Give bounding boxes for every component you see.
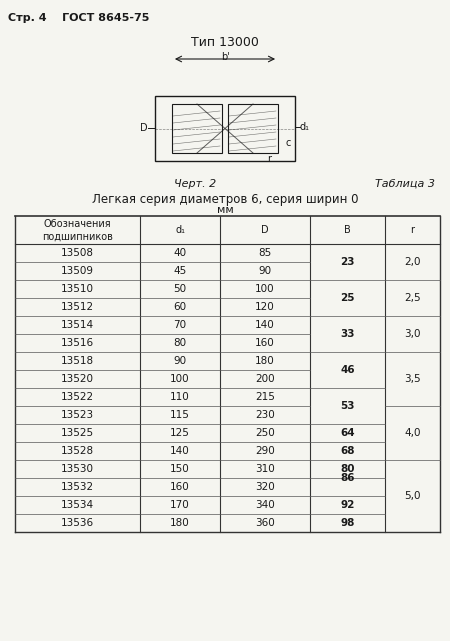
Text: 80: 80: [340, 464, 355, 474]
Bar: [172, 104, 222, 153]
Text: 3,0: 3,0: [404, 329, 421, 339]
Text: 120: 120: [255, 302, 275, 312]
Text: 230: 230: [255, 410, 275, 420]
Text: 33: 33: [340, 329, 355, 339]
Text: 13508: 13508: [61, 248, 94, 258]
Text: 360: 360: [255, 518, 275, 528]
Text: Стр. 4    ГОСТ 8645-75: Стр. 4 ГОСТ 8645-75: [8, 13, 149, 23]
Text: 80: 80: [173, 338, 187, 348]
Text: 46: 46: [340, 365, 355, 375]
Bar: [155, 96, 295, 161]
Text: 13530: 13530: [61, 464, 94, 474]
Text: 140: 140: [170, 446, 190, 456]
Text: мм: мм: [216, 205, 234, 215]
Text: 4,0: 4,0: [404, 428, 421, 438]
Text: 250: 250: [255, 428, 275, 438]
Text: 180: 180: [170, 518, 190, 528]
Text: 23: 23: [340, 257, 355, 267]
Text: 13528: 13528: [61, 446, 94, 456]
Text: 13523: 13523: [61, 410, 94, 420]
Text: c: c: [285, 138, 290, 148]
Text: 5,0: 5,0: [404, 491, 421, 501]
Text: 13516: 13516: [61, 338, 94, 348]
Text: d₁: d₁: [175, 225, 185, 235]
Text: 13514: 13514: [61, 320, 94, 330]
Text: 53: 53: [340, 401, 355, 411]
Text: 64: 64: [340, 428, 355, 438]
Text: 13510: 13510: [61, 284, 94, 294]
Text: 13534: 13534: [61, 500, 94, 510]
Text: 13512: 13512: [61, 302, 94, 312]
Text: 290: 290: [255, 446, 275, 456]
Text: D: D: [140, 123, 148, 133]
Text: 180: 180: [255, 356, 275, 366]
Text: 90: 90: [258, 266, 271, 276]
Text: 150: 150: [170, 464, 190, 474]
Text: b': b': [220, 52, 230, 62]
Text: 70: 70: [173, 320, 187, 330]
Text: 13520: 13520: [61, 374, 94, 384]
Text: 170: 170: [170, 500, 190, 510]
Text: 85: 85: [258, 248, 272, 258]
Text: 340: 340: [255, 500, 275, 510]
Text: B: B: [344, 225, 351, 235]
Text: 13518: 13518: [61, 356, 94, 366]
Bar: [228, 104, 278, 153]
Text: D: D: [261, 225, 269, 235]
Text: 320: 320: [255, 482, 275, 492]
Text: 13532: 13532: [61, 482, 94, 492]
Text: Таблица 3: Таблица 3: [375, 179, 435, 189]
Text: 200: 200: [255, 374, 275, 384]
Text: r: r: [410, 225, 414, 235]
Text: Черт. 2: Черт. 2: [174, 179, 216, 189]
Text: 215: 215: [255, 392, 275, 402]
Text: 100: 100: [170, 374, 190, 384]
Text: 2,5: 2,5: [404, 293, 421, 303]
Text: 60: 60: [173, 302, 187, 312]
Text: 110: 110: [170, 392, 190, 402]
Text: Обозначения
подшипников: Обозначения подшипников: [42, 219, 113, 241]
Text: 40: 40: [173, 248, 187, 258]
Text: 25: 25: [340, 293, 355, 303]
Text: 160: 160: [255, 338, 275, 348]
Text: Тип 13000: Тип 13000: [191, 36, 259, 49]
Text: 125: 125: [170, 428, 190, 438]
Text: 68: 68: [340, 446, 355, 456]
Text: 160: 160: [170, 482, 190, 492]
Text: 100: 100: [255, 284, 275, 294]
Text: 92: 92: [340, 500, 355, 510]
Text: 13536: 13536: [61, 518, 94, 528]
Text: 13509: 13509: [61, 266, 94, 276]
Text: d₁: d₁: [300, 122, 310, 132]
Text: 115: 115: [170, 410, 190, 420]
Text: 310: 310: [255, 464, 275, 474]
Text: 98: 98: [340, 518, 355, 528]
Text: Легкая серия диаметров 6, серия ширин 0: Легкая серия диаметров 6, серия ширин 0: [92, 193, 358, 206]
Text: 140: 140: [255, 320, 275, 330]
Text: 45: 45: [173, 266, 187, 276]
Text: 2,0: 2,0: [404, 257, 421, 267]
Text: 86: 86: [340, 473, 355, 483]
Text: 50: 50: [173, 284, 187, 294]
Text: r: r: [267, 154, 271, 164]
Text: 13525: 13525: [61, 428, 94, 438]
Text: 13522: 13522: [61, 392, 94, 402]
Text: 3,5: 3,5: [404, 374, 421, 384]
Text: 90: 90: [173, 356, 187, 366]
